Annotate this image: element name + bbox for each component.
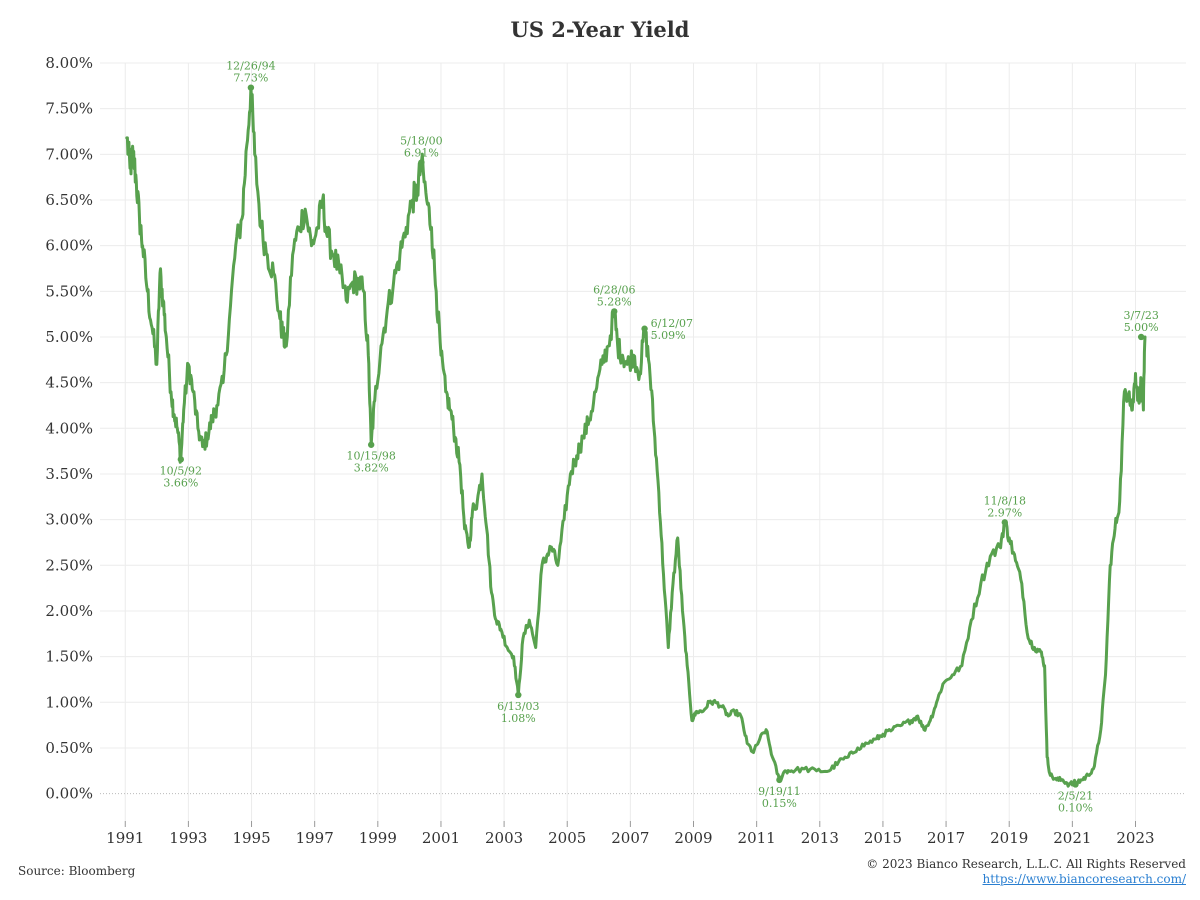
x-tick-label: 2021: [1053, 829, 1091, 847]
gridlines: [100, 62, 1186, 821]
y-tick-label: 7.00%: [45, 145, 93, 163]
x-tick-label: 2001: [422, 829, 460, 847]
y-tick-label: 6.50%: [45, 191, 93, 209]
annotation-dot: [611, 308, 618, 315]
annotation-10: 3/7/235.00%: [1123, 309, 1159, 341]
y-tick-label: 4.00%: [45, 419, 93, 437]
y-tick-label: 6.00%: [45, 237, 93, 255]
y-tick-label: 5.50%: [45, 282, 93, 300]
annotation-date: 5/18/00: [400, 135, 442, 148]
series-layer: [125, 86, 1147, 788]
annotation-dot: [641, 325, 648, 332]
annotation-date: 10/5/92: [160, 464, 202, 477]
x-tick-label: 2015: [864, 829, 902, 847]
annotation-value: 5.00%: [1124, 321, 1159, 334]
annotation-dot: [418, 159, 425, 166]
annotation-date: 6/12/07: [651, 317, 693, 330]
x-tick-label: 2007: [611, 829, 649, 847]
annotation-value: 6.91%: [404, 147, 439, 160]
annotation-4: 6/13/031.08%: [497, 691, 540, 725]
annotation-value: 3.82%: [354, 462, 389, 475]
annotation-date: 2/5/21: [1058, 789, 1093, 802]
x-tick-label: 1999: [359, 829, 397, 847]
y-tick-label: 0.50%: [45, 739, 93, 757]
annotation-date: 10/15/98: [346, 450, 395, 463]
series-line: [125, 86, 1147, 788]
annotation-1: 12/26/947.73%: [226, 60, 276, 91]
chart-title: US 2-Year Yield: [511, 17, 690, 42]
annotation-value: 5.28%: [597, 295, 632, 308]
annotation-0: 10/5/923.66%: [160, 456, 202, 489]
y-tick-label: 8.00%: [45, 54, 93, 72]
x-tick-label: 1993: [169, 829, 207, 847]
annotation-9: 2/5/210.10%: [1058, 781, 1093, 814]
annotations: 10/5/923.66% 12/26/947.73% 10/15/983.82% 5/…: [160, 60, 1159, 815]
annotation-8: 11/8/182.97%: [984, 494, 1026, 526]
y-tick-label: 7.50%: [45, 100, 93, 118]
annotation-dot: [776, 776, 783, 784]
x-tick-label: 2019: [990, 829, 1028, 847]
annotation-5: 6/28/065.28%: [593, 283, 635, 315]
y-tick-label: 3.00%: [45, 511, 93, 529]
annotation-value: 3.66%: [163, 476, 198, 489]
annotation-value: 0.10%: [1058, 801, 1093, 814]
annotation-date: 11/8/18: [984, 494, 1026, 507]
annotation-dot: [1072, 781, 1079, 788]
annotation-value: 2.97%: [987, 506, 1022, 519]
x-tick-label: 1991: [106, 829, 144, 847]
source-note: Source: Bloomberg: [18, 864, 136, 878]
y-tick-label: 1.50%: [45, 648, 93, 666]
annotation-dot: [247, 84, 255, 91]
annotation-2: 10/15/983.82%: [346, 441, 396, 475]
x-tick-label: 1997: [296, 829, 334, 847]
x-tick-label: 1995: [232, 829, 270, 847]
annotation-date: 6/13/03: [497, 700, 539, 713]
website-link[interactable]: https://www.biancoresearch.com/: [982, 872, 1186, 886]
y-axis-ticks: 0.00% 0.50% 1.00% 1.50% 2.00% 2.50% 3.00% 3.50%…: [45, 54, 93, 803]
annotation-date: 9/19/11: [758, 785, 800, 798]
annotation-date: 6/28/06: [593, 283, 635, 296]
x-tick-label: 2013: [801, 829, 839, 847]
annotation-dot: [1137, 333, 1145, 341]
annotation-dot: [367, 441, 375, 448]
annotation-6: 6/12/075.09%: [641, 317, 693, 342]
y-tick-label: 3.50%: [45, 465, 93, 483]
annotation-value: 0.15%: [762, 797, 797, 810]
y-tick-label: 2.00%: [45, 602, 93, 620]
y-tick-label: 2.50%: [45, 556, 93, 574]
x-tick-label: 2011: [738, 829, 776, 847]
annotation-7: 9/19/110.15%: [758, 776, 801, 810]
copyright-text: © 2023 Bianco Research, L.L.C. All Right…: [866, 857, 1186, 871]
x-axis-ticks: 1991 1993 1995 1997 1999 2001 2003 2005 2007 2009…: [106, 821, 1155, 847]
x-tick-label: 2005: [548, 829, 586, 847]
annotation-value: 1.08%: [501, 712, 536, 725]
y-tick-label: 1.00%: [45, 693, 93, 711]
y-tick-label: 4.50%: [45, 374, 93, 392]
annotation-date: 3/7/23: [1123, 309, 1158, 322]
annotation-3: 5/18/006.91%: [400, 135, 443, 166]
x-tick-label: 2017: [927, 829, 965, 847]
annotation-date: 12/26/94: [226, 60, 275, 73]
y-tick-label: 5.00%: [45, 328, 93, 346]
copyright-block: © 2023 Bianco Research, L.L.C. All Right…: [866, 857, 1186, 887]
x-tick-label: 2003: [485, 829, 523, 847]
annotation-dot: [177, 456, 185, 463]
x-tick-label: 2009: [674, 829, 712, 847]
x-tick-label: 2023: [1116, 829, 1154, 847]
annotation-value: 7.73%: [233, 72, 268, 85]
annotation-dot: [1001, 519, 1008, 526]
y-tick-label: 0.00%: [45, 785, 93, 803]
annotation-dot: [515, 691, 522, 699]
annotation-value: 5.09%: [651, 329, 686, 342]
